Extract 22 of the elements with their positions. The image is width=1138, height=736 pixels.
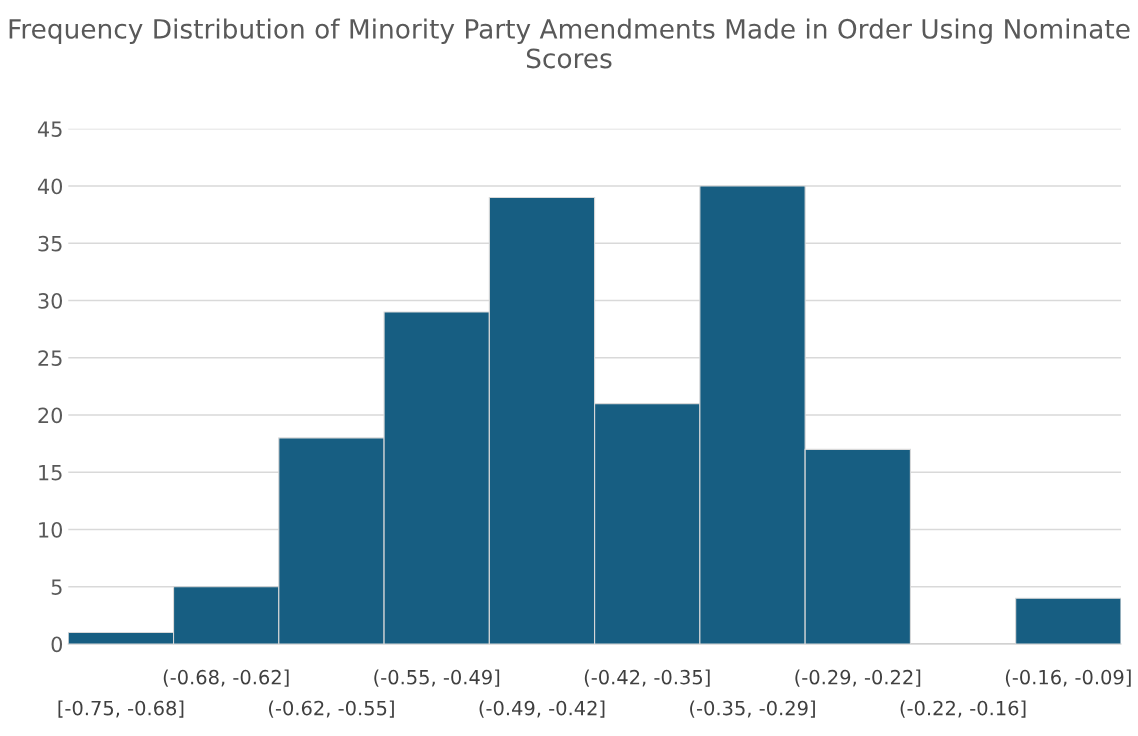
x-tick-label: [-0.75, -0.68] xyxy=(58,700,184,718)
y-tick-label: 5 xyxy=(51,579,62,595)
x-tick-label: (-0.62, -0.55] xyxy=(269,700,394,718)
y-tick-label: 30 xyxy=(38,292,63,309)
x-tick-label: (-0.49, -0.42] xyxy=(479,700,605,718)
x-tick-label: (-0.22, -0.16] xyxy=(900,700,1026,718)
x-tick-label: (-0.35, -0.29] xyxy=(690,700,815,718)
y-tick-label: 45 xyxy=(37,121,62,138)
y-tick-label: 15 xyxy=(39,464,62,481)
x-tick-label: (-0.55, -0.49] xyxy=(374,669,500,687)
x-tick-label: (-0.16, -0.09] xyxy=(1005,669,1131,687)
x-tick-label: (-0.42, -0.35] xyxy=(584,669,710,687)
y-tick-label: 0 xyxy=(51,636,63,653)
y-tick-label: 25 xyxy=(38,350,62,366)
x-tick-label: (-0.29, -0.22] xyxy=(795,669,921,687)
bar xyxy=(1015,597,1121,644)
x-tick-label: (-0.68, -0.62] xyxy=(163,669,289,687)
y-tick-label: 20 xyxy=(38,407,63,424)
chart-title: Frequency Distribution of Minority Party Amendments Made in Order Using Nominate Scores xyxy=(9,18,1130,69)
y-tick-label: 35 xyxy=(38,235,62,252)
y-tick-label: 40 xyxy=(37,178,63,195)
y-tick-label: 10 xyxy=(39,521,63,538)
